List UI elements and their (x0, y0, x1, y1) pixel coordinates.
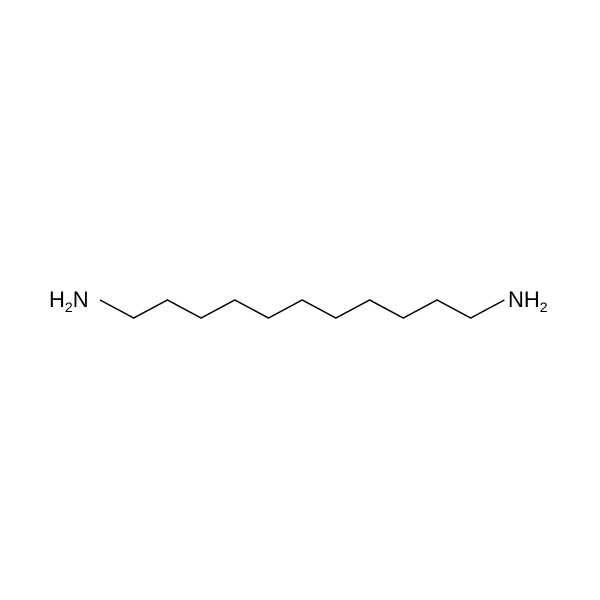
right-h-label: H (524, 287, 540, 312)
right-n-label: N (508, 287, 524, 312)
carbon-backbone (100, 300, 504, 318)
right-terminal-label: NH2 (508, 287, 548, 315)
left-terminal-label: H2N (49, 287, 89, 315)
left-h-sub: 2 (65, 299, 73, 315)
left-n-label: N (73, 287, 89, 312)
right-h-sub: 2 (540, 299, 548, 315)
molecule-canvas: H2N NH2 (0, 0, 600, 600)
left-h-label: H (49, 287, 65, 312)
